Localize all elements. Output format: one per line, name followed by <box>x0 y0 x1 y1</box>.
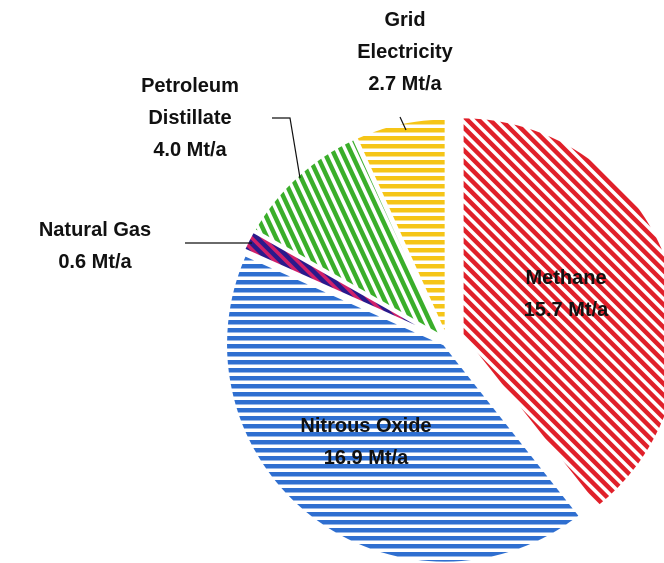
slice-name: Nitrous Oxide <box>300 415 432 437</box>
slice-label: Petroleum Distillate 4.0 Mt/a <box>123 70 258 166</box>
slice-value: 15.7 Mt/a <box>523 299 609 321</box>
slice-value: 16.9 Mt/a <box>323 447 409 469</box>
slice-label: Methane 15.7 Mt/a <box>466 262 664 326</box>
slice-label: Natural Gas 0.6 Mt/a <box>0 214 195 278</box>
slice-label: Nitrous Oxide 16.9 Mt/a <box>236 410 496 474</box>
slice-label: Grid Electricity 2.7 Mt/a <box>345 4 465 100</box>
slice-name: Petroleum Distillate <box>141 75 239 129</box>
pie-slice <box>460 115 664 510</box>
slice-name: Methane <box>525 267 607 289</box>
leader-line <box>399 116 407 131</box>
slice-name: Natural Gas <box>38 219 152 241</box>
leader-line <box>272 117 301 179</box>
pie-slice <box>353 116 448 338</box>
pie-slice <box>251 136 448 342</box>
slice-value: 2.7 Mt/a <box>368 73 442 95</box>
slice-name: Grid Electricity <box>357 9 453 63</box>
slice-value: 4.0 Mt/a <box>153 139 227 161</box>
slice-value: 0.6 Mt/a <box>58 251 132 273</box>
pie-slice <box>224 252 583 563</box>
